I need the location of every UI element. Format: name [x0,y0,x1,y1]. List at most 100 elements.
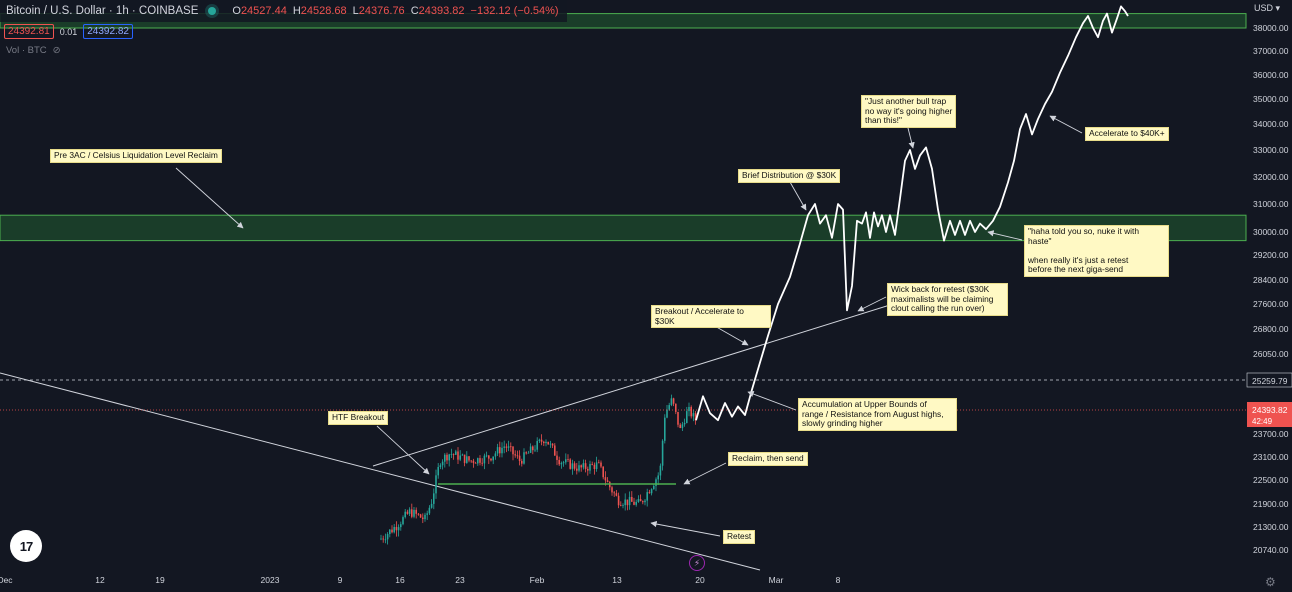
candle [677,411,679,428]
candle [494,451,497,460]
candle [534,445,536,453]
candle [642,500,644,505]
flash-icon[interactable]: ⚡ [689,555,705,571]
y-tick-label: 23100.00 [1253,452,1289,462]
y-tick-label: 22500.00 [1253,475,1289,485]
tradingview-logo[interactable]: 17 [10,530,42,562]
candle [635,499,637,507]
annotation-wick: Wick back for retest ($30K maximalists w… [887,283,1008,316]
candle [481,458,483,467]
annotation-arrow [857,296,887,312]
candle [455,449,457,456]
candle [569,458,571,470]
candle [488,455,490,465]
annotation-retest: Retest [723,530,756,544]
candle [637,495,640,503]
gear-icon[interactable]: ⚙ [1265,575,1276,589]
candle [613,491,615,497]
candle [525,451,527,455]
x-tick-label: 8 [836,575,841,585]
candle [472,458,475,468]
candle [512,446,514,461]
candle [650,488,653,496]
candle [426,510,428,520]
candle [422,513,424,524]
x-tick-label: 13 [612,575,622,585]
buy-button[interactable]: 24392.82 [83,24,133,39]
close-label: C [410,5,419,17]
candle [578,460,580,473]
eye-off-icon[interactable]: ⊘ [52,45,61,56]
candle [540,434,543,446]
candle [602,466,604,480]
x-tick-label: 20 [695,575,705,585]
candle [576,463,578,475]
candle [648,489,651,494]
candle [538,438,541,444]
candle [521,458,523,467]
annotation-bull-trap: "Just another bull trap no way it's goin… [861,95,957,128]
candle [664,414,666,444]
candle [573,461,576,471]
y-tick-label: 35000.00 [1253,94,1289,104]
candle [474,461,477,464]
candle [516,450,519,459]
candle [609,481,611,491]
candle [477,457,479,466]
candle [435,469,437,499]
candle [448,453,450,467]
candle [633,497,635,506]
symbol-title[interactable]: Bitcoin / U.S. Dollar · 1h · COINBASE [6,5,199,17]
high-value: 24528.68 [300,5,347,17]
candle [659,463,662,481]
candle [611,485,613,496]
candle [598,459,600,464]
annotation-arrows [175,115,1083,537]
annotation-pre3ac: Pre 3AC / Celsius Liquidation Level Recl… [50,149,222,163]
annotation-arrow [987,230,1023,241]
candle [415,507,417,519]
x-tick-label: Feb [530,575,545,585]
y-tick-label: 26800.00 [1253,324,1289,334]
candle [483,453,486,470]
low-value: 24376.76 [358,5,405,17]
candle [672,397,675,407]
candle [404,509,406,519]
candle [582,459,585,470]
candle [688,402,690,417]
candle [397,524,400,537]
y-tick-label: 26050.00 [1253,349,1289,359]
candle [536,437,538,453]
candle [545,439,547,447]
candle [661,439,664,471]
candle [523,448,525,465]
change-value: −132.12 (−0.54%) [470,5,559,17]
candle [395,521,398,537]
candle [402,515,404,526]
x-tick-label: 9 [338,575,343,585]
candle [424,512,426,522]
x-tick-label: Mar [769,575,784,585]
candle [595,456,598,472]
candle [411,503,413,519]
candle [439,463,442,470]
candle [499,441,501,458]
y-tick-label: 38000.00 [1253,23,1289,33]
annotation-arrow [650,520,721,537]
sell-button[interactable]: 24392.81 [4,24,54,39]
candle [543,440,545,447]
candle [681,421,684,432]
candle [622,503,624,509]
candle [631,491,633,502]
high-label: H [292,5,301,17]
candle [437,463,439,479]
candle [644,498,646,506]
candle [547,441,549,445]
annotation-accelerate: Accelerate to $40K+ [1085,127,1169,141]
candle [503,440,505,454]
x-tick-label: 19 [155,575,165,585]
trendlines [0,304,891,571]
volume-label: Vol · BTC [6,45,47,56]
candle [580,464,582,472]
